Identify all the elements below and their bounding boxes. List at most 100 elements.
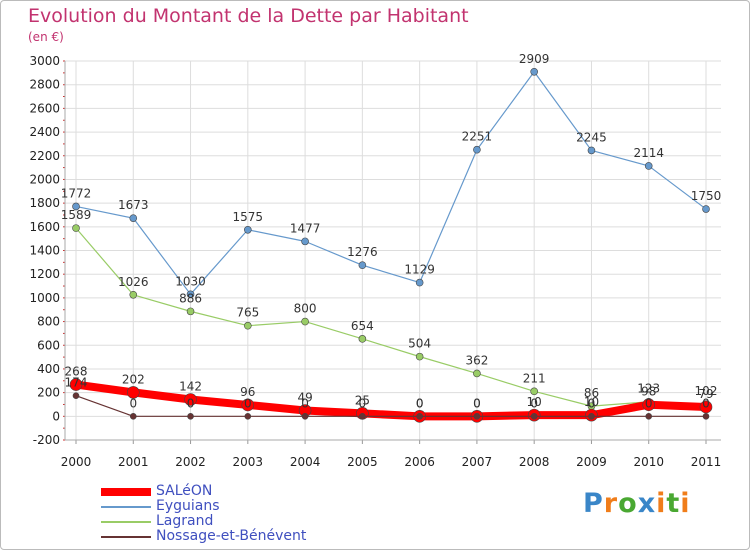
logo-letter: i <box>656 488 667 519</box>
data-point-nossage <box>187 413 194 420</box>
data-point-eyguians <box>644 162 653 170</box>
data-label-lagrand: 211 <box>523 371 546 385</box>
axes: -200020040060080010001200140016001800200… <box>29 54 721 469</box>
data-point-saleon <box>126 386 140 399</box>
x-tick-label: 2010 <box>633 455 664 469</box>
data-label-lagrand: 765 <box>236 306 259 320</box>
data-point-lagrand <box>72 224 80 232</box>
data-point-nossage <box>301 413 309 420</box>
data-point-lagrand <box>129 290 138 299</box>
data-point-nossage <box>129 413 137 420</box>
data-label-nossage: 0 <box>129 396 137 410</box>
data-label-nossage: 0 <box>473 396 481 410</box>
data-label-lagrand: 86 <box>584 386 599 400</box>
legend-swatch-nossage <box>101 536 151 538</box>
data-label-nossage: 0 <box>359 396 367 410</box>
data-label-eyguians: 2114 <box>633 146 664 160</box>
data-label-eyguians: 1772 <box>61 186 92 200</box>
y-tick-label: 800 <box>37 315 60 329</box>
data-label-eyguians: 1129 <box>404 263 435 277</box>
data-point-eyguians <box>301 237 309 246</box>
data-point-eyguians <box>415 278 424 287</box>
y-tick-label: 1600 <box>29 220 60 234</box>
x-tick-label: 2004 <box>290 455 321 469</box>
data-label-nossage: 0 <box>702 396 710 410</box>
series-line-nossage <box>75 395 707 417</box>
data-label-saleon: 96 <box>240 385 255 399</box>
data-label-saleon: 98 <box>641 385 656 399</box>
data-label-saleon: 0 <box>473 396 481 410</box>
legend-label: Nossage-et-Bénévent <box>156 528 307 544</box>
data-point-nossage <box>359 413 366 420</box>
data-point-nossage <box>244 413 252 420</box>
data-point-saleon <box>699 400 713 414</box>
y-tick-label: 2200 <box>29 149 60 163</box>
data-point-saleon <box>241 398 255 412</box>
legend-label: Lagrand <box>156 513 214 529</box>
x-tick-label: 2001 <box>118 455 149 469</box>
data-point-saleon <box>642 398 656 412</box>
data-label-nossage: 174 <box>65 376 88 390</box>
data-point-lagrand <box>530 387 538 396</box>
data-label-eyguians: 2251 <box>462 130 493 144</box>
y-unit-label: (en €) <box>28 30 64 44</box>
legend-label: SALéON <box>156 483 213 499</box>
data-point-eyguians <box>702 205 710 213</box>
y-tick-label: 2800 <box>29 78 60 92</box>
data-label-nossage: 0 <box>588 396 596 410</box>
data-point-lagrand <box>473 369 481 378</box>
data-label-eyguians: 1750 <box>691 189 722 203</box>
legend-label: Eyguians <box>156 498 220 514</box>
data-label-lagrand: 1589 <box>61 208 92 222</box>
data-point-nossage <box>645 413 653 420</box>
x-tick-label: 2007 <box>462 455 493 469</box>
y-tick-label: 1800 <box>29 196 60 210</box>
data-label-lagrand: 123 <box>637 382 660 396</box>
data-label-lagrand: 886 <box>179 291 202 305</box>
legend-swatch-lagrand <box>101 521 151 523</box>
data-label-eyguians: 1673 <box>118 198 149 212</box>
x-tick-label: 2000 <box>61 455 92 469</box>
data-point-lagrand <box>244 321 252 330</box>
y-tick-label: -200 <box>33 433 60 447</box>
data-point-saleon <box>69 378 83 391</box>
data-point-nossage <box>416 413 423 420</box>
data-label-eyguians: 1477 <box>290 221 321 235</box>
legend-swatch-eyguians <box>101 506 151 508</box>
data-label-saleon: 142 <box>179 379 202 393</box>
data-label-lagrand: 654 <box>351 319 374 333</box>
data-label-lagrand: 102 <box>695 384 718 398</box>
series-layer <box>69 67 713 423</box>
data-point-nossage <box>72 392 80 400</box>
data-label-saleon: 202 <box>122 372 145 386</box>
series-line-lagrand <box>75 227 707 407</box>
y-tick-label: 2400 <box>29 125 60 139</box>
data-label-nossage: 0 <box>244 396 252 410</box>
data-point-eyguians <box>129 214 138 222</box>
data-point-lagrand <box>415 352 424 361</box>
data-point-saleon <box>184 393 197 406</box>
logo-letter: t <box>666 488 681 519</box>
x-tick-label: 2003 <box>233 455 264 469</box>
data-labels: 1772 1673 1030 1575 1477 1276 1129 2251 2909 2245… <box>61 52 722 411</box>
y-tick-label: 200 <box>37 386 60 400</box>
logo-letter: r <box>603 488 619 519</box>
data-point-eyguians <box>473 145 481 154</box>
data-label-nossage: 0 <box>416 396 424 410</box>
data-point-eyguians <box>587 146 596 155</box>
data-label-eyguians: 1030 <box>175 274 206 288</box>
data-label-eyguians: 1276 <box>347 245 378 259</box>
y-tick-label: 3000 <box>29 54 60 68</box>
data-point-nossage <box>588 413 595 420</box>
data-point-eyguians <box>72 202 80 211</box>
data-label-nossage: 0 <box>187 396 195 410</box>
data-label-lagrand: 504 <box>408 337 431 351</box>
data-label-saleon: 0 <box>416 396 424 410</box>
logo-letter: o <box>618 488 638 519</box>
data-label-lagrand: 1026 <box>118 275 149 289</box>
y-tick-label: 600 <box>37 338 60 352</box>
series-line-eyguians <box>75 71 707 295</box>
data-label-saleon: 10 <box>584 395 599 409</box>
x-tick-label: 2005 <box>347 455 378 469</box>
